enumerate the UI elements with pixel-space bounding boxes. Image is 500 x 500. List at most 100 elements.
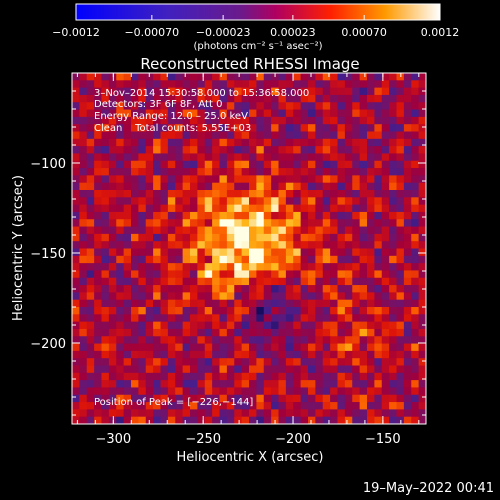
heatmap-cell <box>300 380 309 388</box>
heatmap-cell <box>330 226 338 235</box>
heatmap-cell <box>374 168 383 176</box>
heatmap-cell <box>337 416 346 425</box>
heatmap-cell <box>160 409 169 418</box>
heatmap-cell <box>374 277 383 286</box>
heatmap-cell <box>160 102 169 110</box>
heatmap-cell <box>293 160 302 169</box>
heatmap-cell <box>226 402 235 410</box>
heatmap-cell <box>285 402 294 410</box>
heatmap-cell <box>278 190 287 198</box>
heatmap-cell <box>249 402 257 410</box>
heatmap-cell <box>182 219 191 227</box>
heatmap-cell <box>219 336 228 344</box>
heatmap-cell <box>86 138 95 147</box>
heatmap-cell <box>396 409 405 418</box>
heatmap-cell <box>86 343 95 352</box>
heatmap-cell <box>190 328 198 337</box>
heatmap-cell <box>389 307 397 315</box>
heatmap-cell <box>293 219 302 227</box>
heatmap-cell <box>108 131 117 140</box>
heatmap-cell <box>138 380 147 388</box>
heatmap-cell <box>116 321 125 330</box>
heatmap-cell <box>138 138 147 147</box>
heatmap-cell <box>182 175 191 184</box>
heatmap-cell <box>411 160 420 169</box>
heatmap-cell <box>226 255 235 264</box>
heatmap-cell <box>167 73 176 81</box>
heatmap-cell <box>94 307 102 315</box>
heatmap-cell <box>330 138 338 147</box>
heatmap-cell <box>308 73 316 81</box>
heatmap-cell <box>337 409 346 418</box>
heatmap-cell <box>212 255 220 264</box>
heatmap-cell <box>234 285 243 293</box>
heatmap-cell <box>145 321 154 330</box>
heatmap-cell <box>418 138 427 147</box>
heatmap-cell <box>108 365 117 374</box>
heatmap-cell <box>330 109 338 118</box>
heatmap-cell <box>330 211 338 220</box>
heatmap-cell <box>293 197 302 206</box>
heatmap-cell <box>403 226 412 235</box>
heatmap-cell <box>352 233 361 242</box>
heatmap-cell <box>352 219 361 227</box>
heatmap-cell <box>145 131 154 140</box>
heatmap-cell <box>212 350 220 359</box>
heatmap-cell <box>212 263 220 271</box>
heatmap-cell <box>212 94 220 103</box>
heatmap-cell <box>234 336 243 344</box>
heatmap-cell <box>167 102 176 110</box>
heatmap-cell <box>256 387 265 396</box>
heatmap-cell <box>204 94 213 103</box>
heatmap-cell <box>167 153 176 162</box>
heatmap-cell <box>204 190 213 198</box>
heatmap-cell <box>352 402 361 410</box>
heatmap-cell <box>374 270 383 279</box>
heatmap-cell <box>315 175 324 184</box>
heatmap-cell <box>367 233 375 242</box>
heatmap-cell <box>271 219 279 227</box>
heatmap-cell <box>315 409 324 418</box>
heatmap-cell <box>330 402 338 410</box>
heatmap-cell <box>153 416 161 425</box>
heatmap-cell <box>138 402 147 410</box>
heatmap-cell <box>226 73 235 81</box>
heatmap-cell <box>293 343 302 352</box>
heatmap-cell <box>226 365 235 374</box>
heatmap-cell <box>86 402 95 410</box>
heatmap-cell <box>285 270 294 279</box>
heatmap-cell <box>411 226 420 235</box>
heatmap-cell <box>160 255 169 264</box>
heatmap-cell <box>204 204 213 213</box>
heatmap-cell <box>418 409 427 418</box>
heatmap-cell <box>315 146 324 154</box>
heatmap-cell <box>167 190 176 198</box>
heatmap-cell <box>389 153 397 162</box>
heatmap-cell <box>411 314 420 323</box>
heatmap-cell <box>337 336 346 344</box>
heatmap-cell <box>86 87 95 96</box>
heatmap-cell <box>367 263 375 271</box>
heatmap-cell <box>263 241 272 249</box>
heatmap-cell <box>234 233 243 242</box>
heatmap-cell <box>249 292 257 301</box>
heatmap-cell <box>197 307 206 315</box>
heatmap-cell <box>337 372 346 381</box>
heatmap-cell <box>352 109 361 118</box>
heatmap-cell <box>337 402 346 410</box>
heatmap-cell <box>330 336 338 344</box>
heatmap-cell <box>116 285 125 293</box>
heatmap-cell <box>72 138 80 147</box>
heatmap-cell <box>293 358 302 366</box>
heatmap-cell <box>86 94 95 103</box>
heatmap-cell <box>79 233 88 242</box>
heatmap-cell <box>138 131 147 140</box>
heatmap-cell <box>234 328 243 337</box>
heatmap-cell <box>241 328 250 337</box>
heatmap-cell <box>396 307 405 315</box>
heatmap-cell <box>108 402 117 410</box>
heatmap-cell <box>411 409 420 418</box>
heatmap-cell <box>123 270 132 279</box>
heatmap-cell <box>108 336 117 344</box>
heatmap-cell <box>182 80 191 89</box>
